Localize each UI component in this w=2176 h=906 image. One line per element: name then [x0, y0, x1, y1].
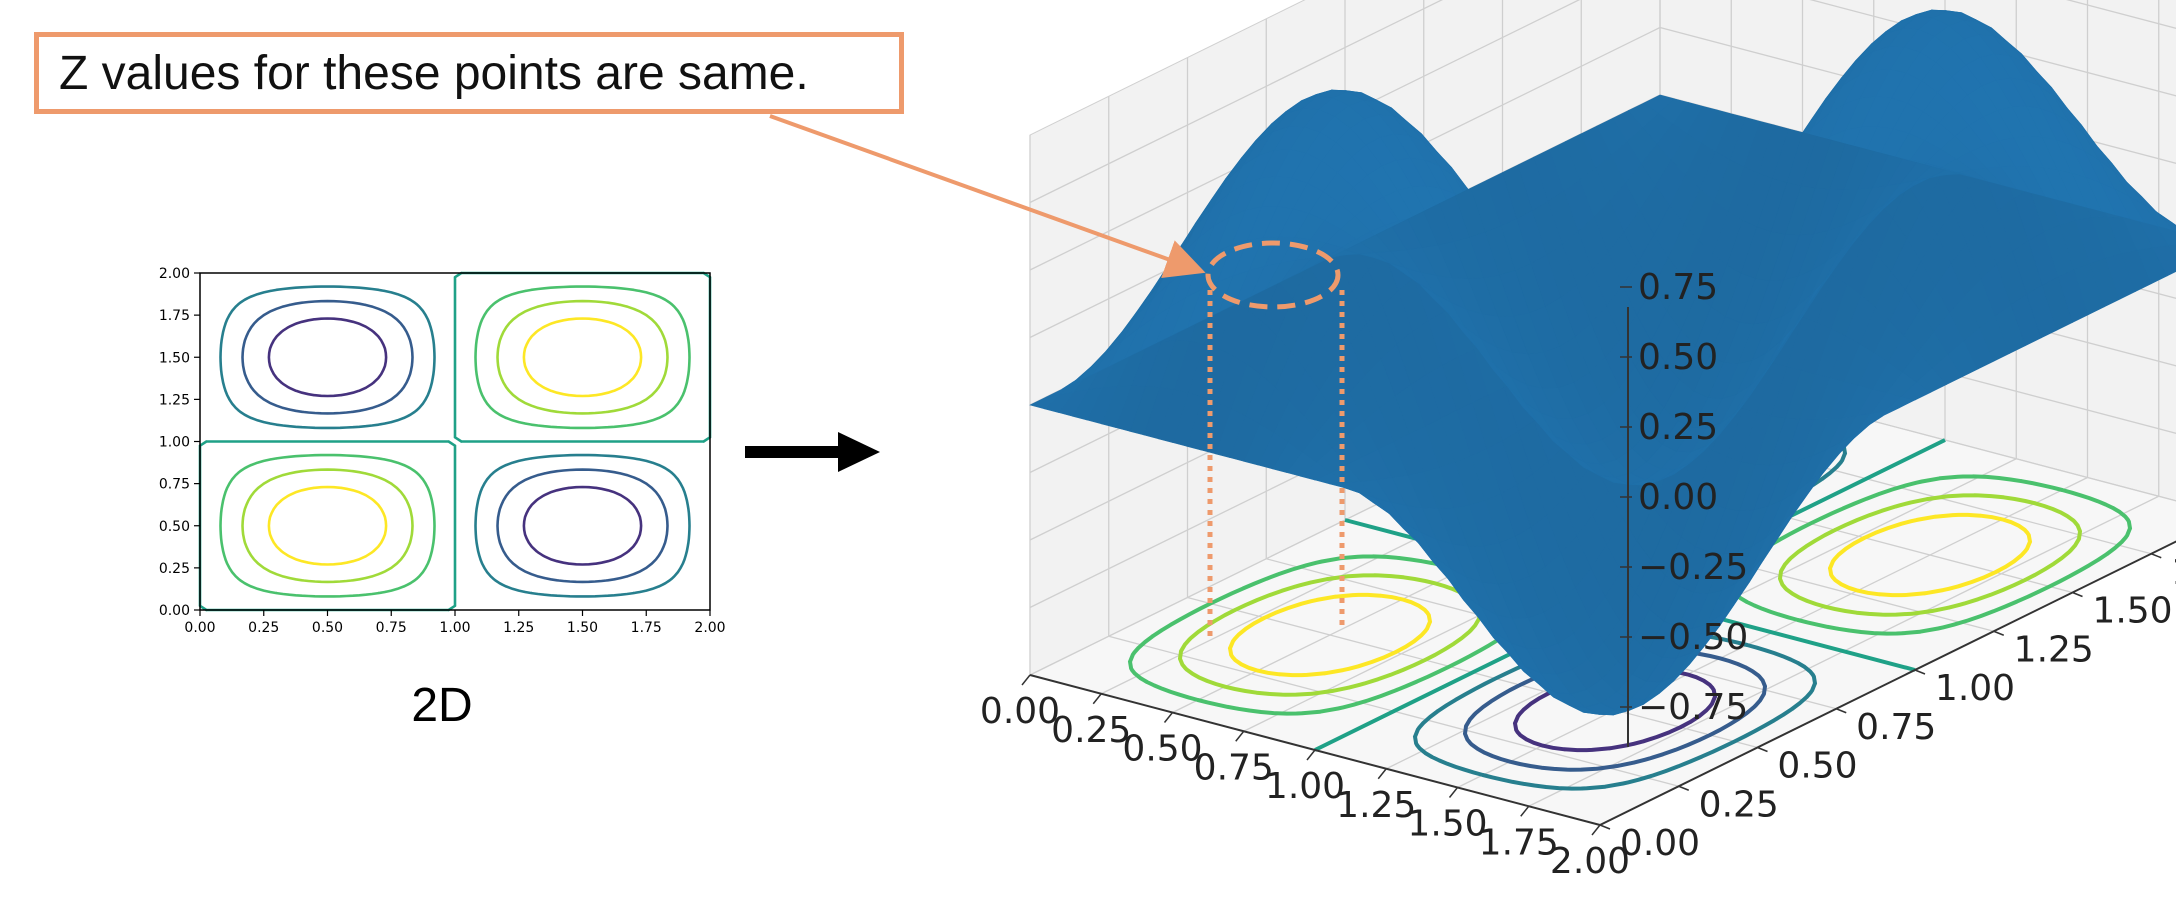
x-tick-label: 0.00 — [184, 620, 215, 636]
y-tick-label: 0.25 — [1699, 784, 1779, 825]
z-tick-label: −0.25 — [1638, 547, 1748, 588]
x-tick-label: 0.75 — [1194, 747, 1274, 788]
y-tick-label: 0.25 — [159, 561, 190, 577]
x-tick-label: 0.50 — [1122, 729, 1202, 770]
surface-facet — [1643, 94, 1675, 114]
x-tick-label: 1.75 — [631, 620, 662, 636]
z-tick-label: 0.50 — [1638, 337, 1718, 378]
callout-text: Z values for these points are same. — [59, 46, 809, 100]
contour-2d-level — [267, 317, 643, 566]
surface-3d-plot: 0.000.250.500.751.001.251.501.752.00 0.0… — [980, 0, 2176, 882]
surface-facet — [1932, 11, 1964, 26]
y-tick-label: 1.00 — [1935, 668, 2015, 709]
y-tick-label: 1.25 — [159, 392, 190, 408]
x-tick-label: 0.75 — [376, 620, 407, 636]
x-tick-label: 2.00 — [1550, 841, 1630, 882]
contour-2d-x-ticks: 0.00 0.25 0.50 0.75 1.00 1.25 1.50 1.75 2.00 — [184, 610, 726, 636]
x-tick-label: 1.50 — [567, 620, 598, 636]
y-tick-mark — [1599, 824, 1611, 830]
caption-2d: 2D — [411, 679, 473, 732]
y-tick-mark — [1993, 630, 2005, 636]
x-tick-mark — [1092, 693, 1102, 705]
y-tick-mark — [1757, 746, 1768, 753]
x-tick-mark — [1591, 824, 1601, 836]
y-tick-label: 0.75 — [159, 477, 190, 493]
y-tick-label: 1.25 — [2014, 629, 2094, 670]
x-tick-label: 1.75 — [1479, 822, 1559, 863]
x-tick-label: 1.50 — [1407, 804, 1487, 845]
transform-arrow — [745, 432, 880, 472]
x-tick-label: 2.00 — [694, 620, 725, 636]
contour-2d-level — [219, 285, 691, 598]
contour-2d-level — [241, 299, 669, 584]
y-tick-mark — [1678, 785, 1690, 791]
x-tick-mark — [1520, 805, 1530, 817]
x-tick-mark — [1377, 768, 1387, 780]
floor-contour-level — [1228, 512, 2032, 678]
callout-pointer — [769, 114, 1206, 278]
y-tick-label: 2.00 — [159, 266, 190, 282]
y-tick-mark — [2072, 591, 2083, 598]
surface-3d-x-ticks: 0.000.250.500.751.001.251.501.752.00 — [980, 674, 1630, 882]
y-tick-label: 1.50 — [2092, 591, 2172, 632]
y-tick-label: 0.50 — [159, 519, 190, 535]
y-tick-mark — [1835, 708, 1847, 714]
surface-facet — [1332, 91, 1364, 106]
y-tick-label: 1.50 — [159, 350, 190, 366]
x-tick-label: 1.00 — [439, 620, 470, 636]
contour-2d-level — [267, 317, 643, 566]
surface-3d-mesh — [1029, 9, 2176, 716]
callout-box: Z values for these points are same. — [34, 32, 904, 114]
x-tick-mark — [1163, 712, 1174, 723]
x-tick-mark — [1021, 674, 1031, 686]
x-tick-label: 1.25 — [503, 620, 534, 636]
surface-3d-z-ticks: 0.75 0.50 0.25 0.00 −0.25 −0.50 −0.75 — [1620, 267, 1748, 728]
y-tick-label: 1.00 — [159, 435, 190, 451]
floor-contour-level — [1178, 493, 2082, 697]
y-tick-label: 0.75 — [1856, 707, 1936, 748]
x-tick-mark — [1306, 749, 1316, 761]
peak-highlight-ellipse — [1205, 240, 1341, 310]
grid-line — [2065, 0, 2176, 29]
y-tick-label: 0.50 — [1777, 746, 1857, 787]
x-tick-label: 0.25 — [248, 620, 279, 636]
y-tick-label: 0.00 — [1620, 823, 1700, 864]
contour-2d-level — [219, 285, 691, 598]
contour-2d-lines — [198, 271, 712, 612]
arrow-head-icon — [838, 432, 880, 472]
y-tick-label: 1.75 — [159, 308, 190, 324]
x-tick-mark — [1448, 787, 1459, 798]
x-tick-mark — [1235, 730, 1245, 742]
surface-3d-y-ticks: 0.000.250.500.751.001.251.501.752.00 — [1599, 552, 2176, 864]
z-tick-label: 0.00 — [1638, 477, 1718, 518]
x-tick-label: 0.00 — [980, 691, 1060, 732]
contour-2d-level — [198, 271, 712, 612]
x-tick-label: 1.00 — [1265, 766, 1345, 807]
contour-2d-y-ticks: 0.00 0.25 0.50 0.75 1.00 1.25 1.50 1.75 2.00 — [159, 266, 200, 619]
annotation-layer — [769, 114, 1345, 640]
y-tick-label: 0.00 — [159, 603, 190, 619]
grid-line — [1029, 0, 1444, 204]
surface-facet — [2167, 244, 2176, 258]
contour-2d-level — [241, 299, 669, 584]
y-tick-mark — [2150, 553, 2162, 559]
z-tick-label: 0.75 — [1638, 267, 1718, 308]
z-tick-label: 0.25 — [1638, 407, 1718, 448]
x-tick-label: 1.25 — [1336, 785, 1416, 826]
z-tick-label: −0.75 — [1638, 687, 1748, 728]
x-tick-label: 0.25 — [1051, 710, 1131, 751]
x-tick-label: 0.50 — [312, 620, 343, 636]
z-tick-label: −0.50 — [1638, 617, 1748, 658]
y-tick-mark — [1914, 669, 1926, 675]
contour-2d-plot: 0.00 0.25 0.50 0.75 1.00 1.25 1.50 1.75 2.00 0.0… — [159, 266, 726, 636]
y-tick-label: 1.75 — [2171, 552, 2176, 593]
